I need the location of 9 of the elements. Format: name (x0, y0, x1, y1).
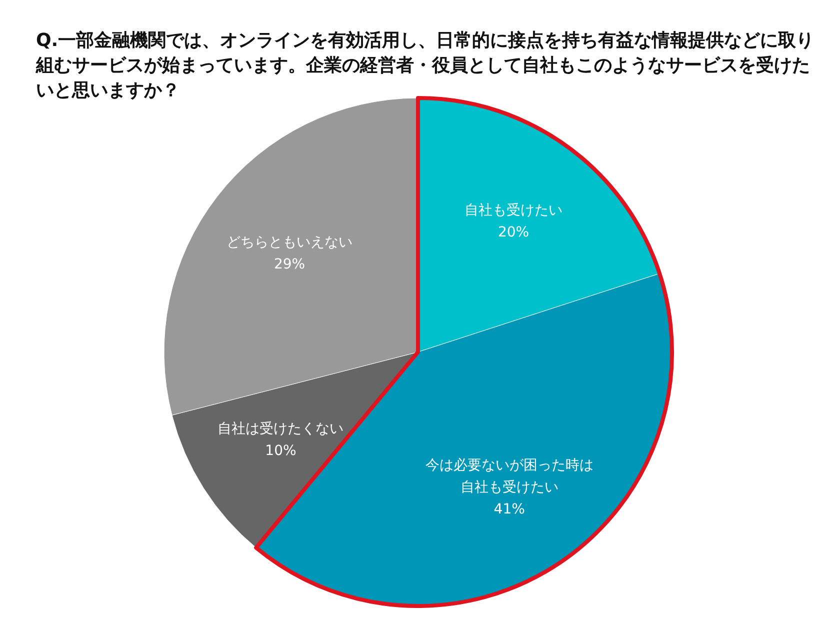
chart-title: Q.一部金融機関では、オンラインを有効活用し、日常的に接点を持ち有益な情報提供などに取り組むサービスが始まっています。企業の経営者・役員として自社もこのようなサービスを受けたいと思いますか？ (36, 29, 816, 103)
data-label: 10% (265, 443, 296, 460)
slice-label: 自社は受けたくない (218, 421, 344, 438)
data-label: 41% (494, 501, 525, 518)
slice-label: どちらともいえない (226, 234, 353, 250)
data-label: 29% (274, 256, 306, 272)
data-label: 20% (498, 224, 530, 240)
slice-label: 今は必要ないが困った時は自社も受けたい (425, 457, 594, 496)
slice-label: 自社も受けたい (464, 202, 563, 218)
